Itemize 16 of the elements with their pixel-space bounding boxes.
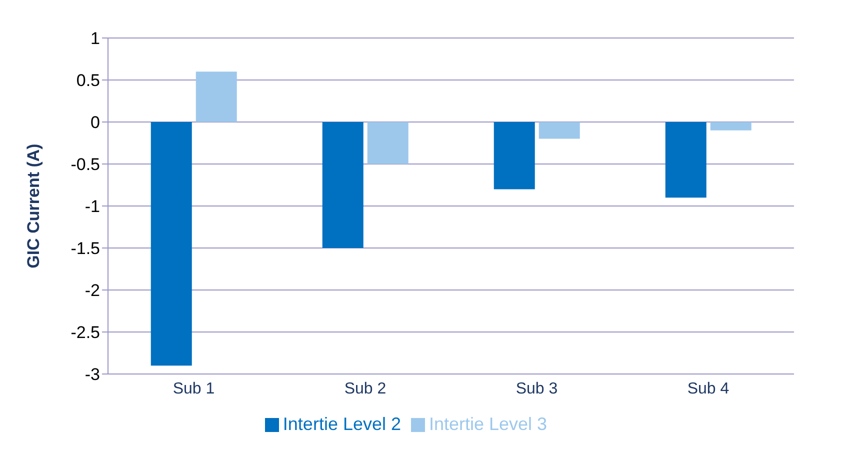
y-tick-label: -2.5 [70,323,100,342]
y-tick-label: -1 [84,197,100,216]
y-tick-label: 0.5 [76,71,100,90]
legend-label: Intertie Level 2 [282,414,401,434]
y-tick-label: -0.5 [70,155,100,174]
y-tick-label: -2 [84,281,100,300]
y-tick-label: -3 [84,365,100,384]
y-tick-label: -1.5 [70,239,100,258]
x-tick-label: Sub 1 [172,380,215,398]
x-tick-label: Sub 2 [344,380,386,398]
x-tick-label: Sub 3 [516,380,558,398]
y-tick-label: 1 [90,29,100,48]
x-tick-label: Sub 4 [687,380,730,398]
y-axis-title: GIC Current (A) [24,144,44,268]
y-tick-label: 0 [90,113,100,132]
legend-label: Intertie Level 3 [429,414,548,434]
